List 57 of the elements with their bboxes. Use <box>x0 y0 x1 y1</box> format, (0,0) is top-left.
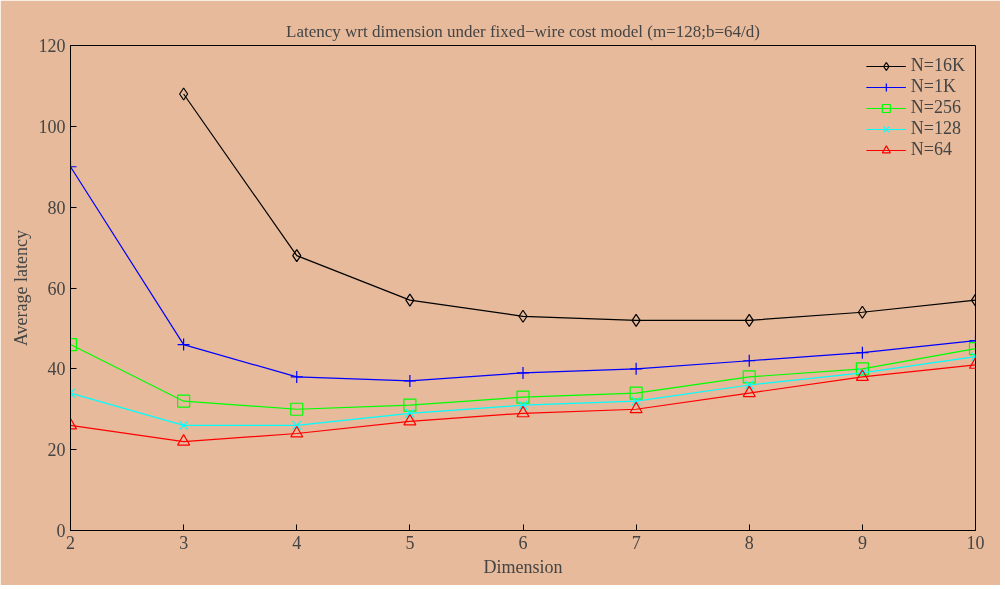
x-tick-label: 2 <box>66 532 75 553</box>
point <box>290 402 304 416</box>
point <box>403 398 417 412</box>
y-tick-label: 80 <box>47 197 66 218</box>
point <box>516 405 530 418</box>
x-tick-label: 3 <box>179 532 189 553</box>
point <box>177 434 191 446</box>
point <box>516 366 530 380</box>
point <box>742 354 756 368</box>
point <box>179 87 189 101</box>
point <box>629 401 643 414</box>
point <box>177 394 191 408</box>
point <box>857 305 867 319</box>
point <box>290 370 304 384</box>
point <box>855 362 869 376</box>
y-tick-label: 40 <box>47 359 66 380</box>
point <box>629 386 643 400</box>
point <box>405 408 415 419</box>
point <box>742 385 756 398</box>
x-tick-label: 9 <box>857 532 867 553</box>
x-axis-title: Dimension <box>483 556 563 577</box>
y-tick-label: 20 <box>47 440 66 461</box>
x-tick-label: 10 <box>966 532 985 553</box>
point <box>405 293 415 307</box>
y-tick-label: 60 <box>47 278 66 299</box>
point <box>518 309 528 323</box>
legend-label: N=16K <box>910 55 965 76</box>
y-tick-label: 100 <box>38 116 66 137</box>
x-tick-label: 8 <box>744 532 754 553</box>
point <box>290 425 304 438</box>
legend-label: N=256 <box>910 97 961 118</box>
chart-title: Latency wrt dimension under fixed−wire cost model (m=128;b=64/d) <box>286 21 760 41</box>
y-tick-label: 120 <box>38 36 66 56</box>
point <box>855 346 869 360</box>
y-axis-title: Average latency <box>10 229 31 347</box>
point <box>177 337 191 352</box>
point <box>742 370 756 384</box>
point <box>631 396 641 407</box>
point <box>292 249 302 263</box>
point <box>516 390 530 404</box>
legend-label: N=64 <box>910 139 952 160</box>
x-tick-label: 4 <box>292 532 302 553</box>
x-tick-label: 6 <box>518 532 528 553</box>
point <box>631 313 641 327</box>
legend-label: N=1K <box>910 76 956 97</box>
point <box>744 380 755 390</box>
point <box>291 420 302 431</box>
y-tick-label: 0 <box>56 521 66 541</box>
point <box>178 420 189 431</box>
x-tick-label: 7 <box>631 532 641 553</box>
point <box>403 374 417 388</box>
legend-label: N=128 <box>910 118 961 139</box>
point <box>629 362 643 376</box>
point <box>518 400 528 411</box>
point <box>403 413 417 426</box>
x-tick-label: 5 <box>405 532 415 553</box>
point <box>744 313 754 327</box>
